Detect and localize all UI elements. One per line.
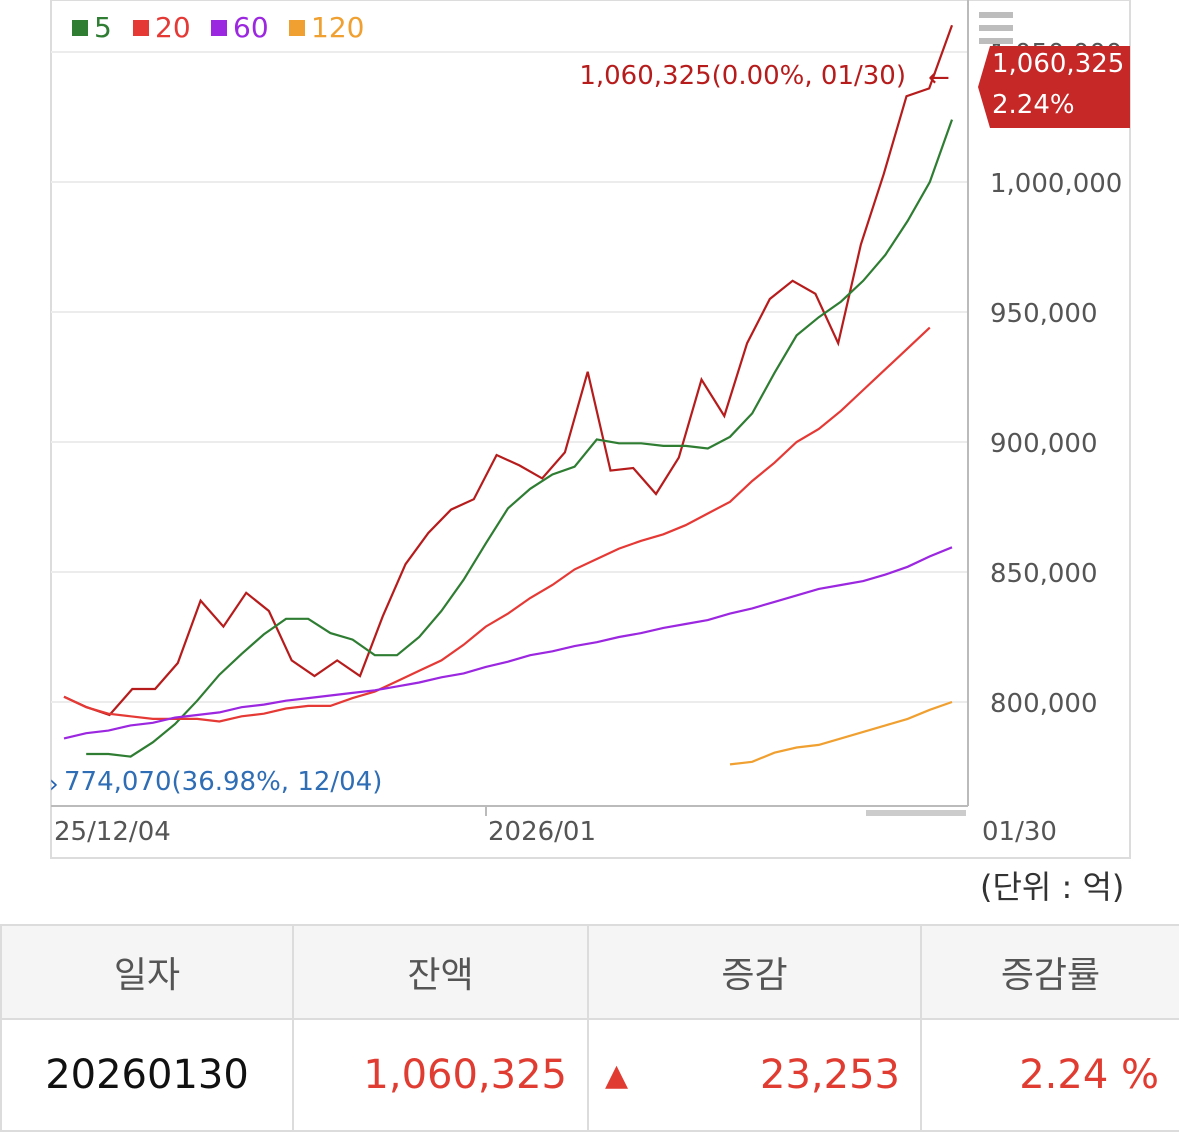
x-tick-mid: 2026/01 (488, 817, 596, 847)
chart-frame (50, 0, 1131, 859)
series-line-5 (86, 119, 954, 758)
legend-label-5[interactable]: 5 (94, 11, 112, 44)
legend-swatch-60 (211, 20, 227, 36)
y-tick-label: 900,000 (990, 429, 1098, 459)
arrow-left-icon: ← (928, 63, 950, 93)
end-value-label: 1,060,325(0.00%, 01/30) (579, 61, 906, 91)
legend-label-120[interactable]: 120 (311, 11, 364, 44)
x-tick-end: 01/30 (982, 817, 1057, 847)
header-change: 증감 (587, 924, 922, 1020)
legend-label-20[interactable]: 20 (155, 11, 191, 44)
header-rate: 증감률 (920, 924, 1179, 1020)
balance-table: 일자 잔액 증감 증감률 20260130 1,060,325 ▲ 23,253… (0, 924, 1179, 1132)
badge-value: 1,060,325 (992, 49, 1124, 79)
cell-rate: 2.24 % (920, 1018, 1179, 1132)
balance-chart: 800,000 850,000 900,000 950,000 1,000,000 1,0… (49, 0, 1131, 859)
up-triangle-icon: ▲ (605, 1058, 629, 1093)
x-tick-start: 25/12/04 (54, 817, 171, 847)
cell-balance: 1,060,325 (292, 1018, 589, 1132)
legend-swatch-120 (289, 20, 305, 36)
series-line-balance (63, 24, 954, 717)
series-line-120 (729, 700, 953, 766)
y-tick-label: 950,000 (990, 299, 1098, 329)
legend-swatch-5 (72, 20, 88, 36)
scroll-handle[interactable] (866, 810, 966, 816)
table-row: 20260130 1,060,325 ▲ 23,253 2.24 % (0, 1018, 1179, 1132)
cell-change-value: 23,253 (760, 1052, 900, 1098)
y-tick-label: 1,000,000 (990, 169, 1122, 199)
header-date: 일자 (0, 924, 294, 1020)
header-balance: 잔액 (292, 924, 589, 1020)
menu-icon[interactable] (979, 12, 1013, 44)
series-line-60 (63, 546, 953, 740)
start-arrow-icon: › (49, 770, 59, 798)
cell-change: ▲ 23,253 (587, 1018, 922, 1132)
badge-rate: 2.24% (992, 90, 1075, 120)
y-tick-label: 850,000 (990, 559, 1098, 589)
legend-label-60[interactable]: 60 (233, 11, 269, 44)
series-line-20 (63, 326, 931, 723)
current-value-badge: 1,060,325 2.24% (978, 46, 1130, 128)
legend: 5 20 60 120 (72, 11, 364, 44)
start-value-label: 774,070(36.98%, 12/04) (64, 767, 382, 797)
cell-date: 20260130 (0, 1018, 294, 1132)
unit-label: (단위 : 억) (980, 868, 1125, 906)
legend-swatch-20 (133, 20, 149, 36)
table-header-row: 일자 잔액 증감 증감률 (0, 924, 1179, 1020)
y-tick-label: 800,000 (990, 689, 1098, 719)
